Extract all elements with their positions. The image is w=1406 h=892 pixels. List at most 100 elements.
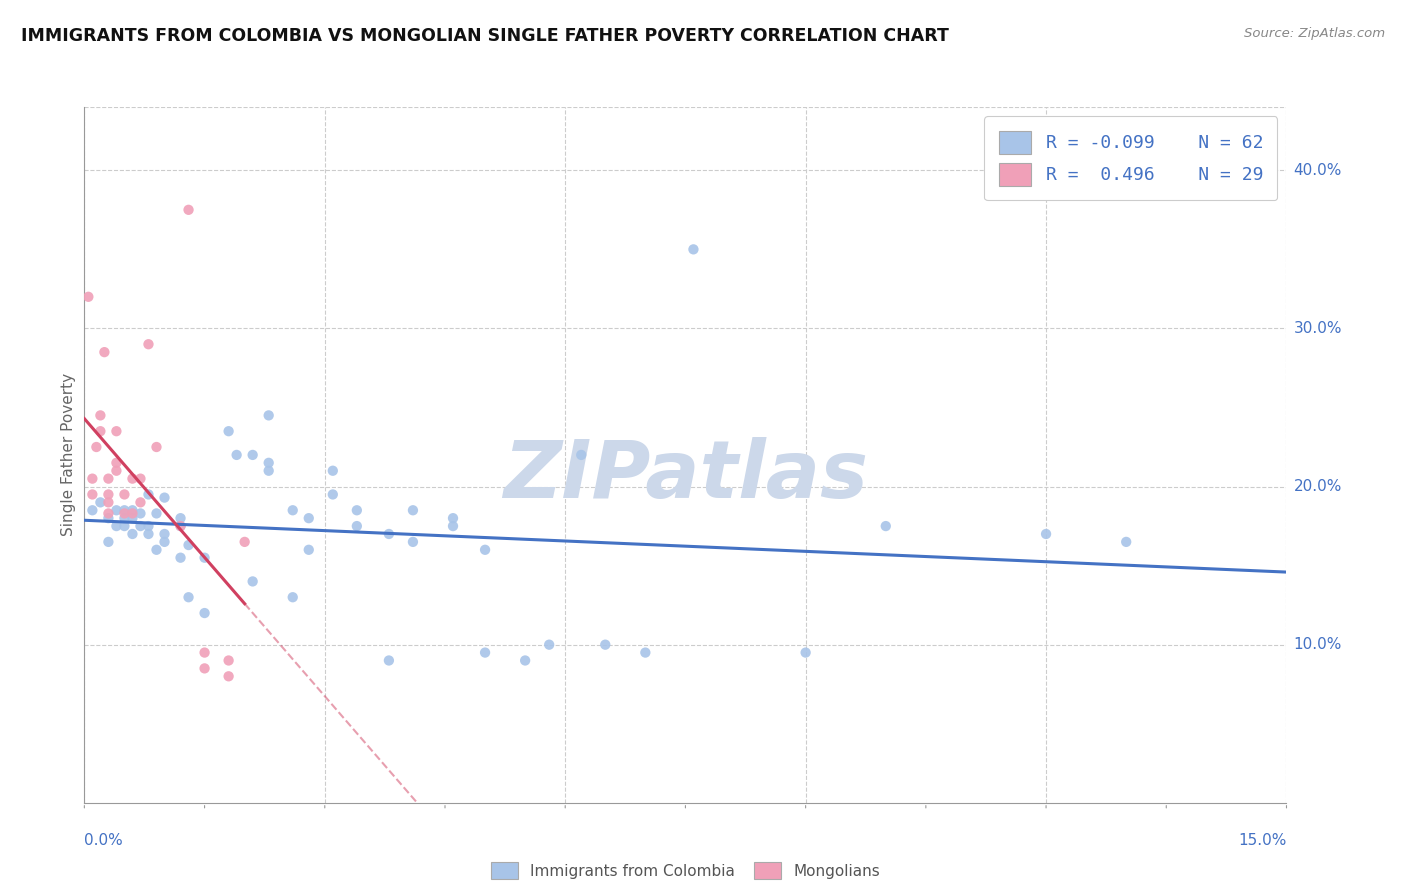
Point — [298, 511, 321, 525]
Point — [145, 507, 167, 521]
Point — [105, 519, 128, 533]
Text: 0.0%: 0.0% — [84, 833, 124, 848]
Text: 40.0%: 40.0% — [1294, 163, 1341, 178]
Point — [595, 638, 617, 652]
Point — [114, 519, 135, 533]
Point — [121, 507, 143, 521]
Legend: Immigrants from Colombia, Mongolians: Immigrants from Colombia, Mongolians — [485, 855, 886, 886]
Point — [129, 472, 152, 486]
Point — [441, 511, 464, 525]
Point — [169, 519, 191, 533]
Point — [121, 503, 143, 517]
Point — [129, 519, 152, 533]
Point — [138, 487, 160, 501]
Point — [242, 448, 264, 462]
Text: ZIPatlas: ZIPatlas — [503, 437, 868, 515]
Point — [105, 424, 128, 438]
Point — [794, 646, 817, 660]
Point — [121, 472, 143, 486]
Point — [114, 503, 135, 517]
Point — [97, 534, 120, 549]
Point — [138, 527, 160, 541]
Point — [682, 243, 704, 257]
Point — [121, 527, 143, 541]
Point — [322, 464, 344, 478]
Point — [169, 550, 191, 565]
Point — [153, 527, 176, 541]
Point — [89, 409, 111, 423]
Y-axis label: Single Father Poverty: Single Father Poverty — [60, 374, 76, 536]
Point — [82, 503, 104, 517]
Text: Source: ZipAtlas.com: Source: ZipAtlas.com — [1244, 27, 1385, 40]
Point — [153, 534, 176, 549]
Point — [194, 646, 217, 660]
Point — [145, 542, 167, 557]
Point — [474, 646, 496, 660]
Point — [105, 456, 128, 470]
Text: 30.0%: 30.0% — [1294, 321, 1341, 336]
Point — [169, 519, 191, 533]
Point — [77, 290, 100, 304]
Point — [194, 606, 217, 620]
Point — [82, 472, 104, 486]
Point — [233, 534, 256, 549]
Point — [138, 519, 160, 533]
Point — [875, 519, 897, 533]
Point — [105, 464, 128, 478]
Point — [93, 345, 115, 359]
Point — [194, 661, 217, 675]
Point — [538, 638, 561, 652]
Point — [86, 440, 108, 454]
Point — [257, 464, 280, 478]
Point — [242, 574, 264, 589]
Point — [129, 495, 152, 509]
Point — [97, 487, 120, 501]
Point — [346, 519, 368, 533]
Point — [177, 538, 200, 552]
Point — [257, 456, 280, 470]
Point — [474, 542, 496, 557]
Point — [402, 534, 425, 549]
Point — [322, 487, 344, 501]
Point — [1115, 534, 1137, 549]
Point — [569, 448, 592, 462]
Point — [218, 653, 240, 667]
Point — [281, 591, 304, 605]
Point — [145, 440, 167, 454]
Point — [97, 507, 120, 521]
Point — [82, 487, 104, 501]
Point — [114, 487, 135, 501]
Point — [169, 511, 191, 525]
Point — [89, 495, 111, 509]
Text: IMMIGRANTS FROM COLOMBIA VS MONGOLIAN SINGLE FATHER POVERTY CORRELATION CHART: IMMIGRANTS FROM COLOMBIA VS MONGOLIAN SI… — [21, 27, 949, 45]
Point — [257, 409, 280, 423]
Point — [225, 448, 247, 462]
Point — [441, 519, 464, 533]
Point — [1035, 527, 1057, 541]
Point — [194, 550, 217, 565]
Point — [153, 491, 176, 505]
Point — [97, 472, 120, 486]
Point — [97, 495, 120, 509]
Point — [97, 511, 120, 525]
Point — [515, 653, 537, 667]
Point — [177, 591, 200, 605]
Point — [346, 503, 368, 517]
Point — [218, 669, 240, 683]
Point — [129, 507, 152, 521]
Point — [298, 542, 321, 557]
Point — [218, 424, 240, 438]
Point — [105, 503, 128, 517]
Point — [378, 653, 401, 667]
Point — [114, 511, 135, 525]
Point — [634, 646, 657, 660]
Text: 10.0%: 10.0% — [1294, 637, 1341, 652]
Point — [402, 503, 425, 517]
Point — [114, 507, 135, 521]
Text: 15.0%: 15.0% — [1239, 833, 1286, 848]
Point — [177, 202, 200, 217]
Point — [378, 527, 401, 541]
Point — [281, 503, 304, 517]
Point — [121, 511, 143, 525]
Text: 20.0%: 20.0% — [1294, 479, 1341, 494]
